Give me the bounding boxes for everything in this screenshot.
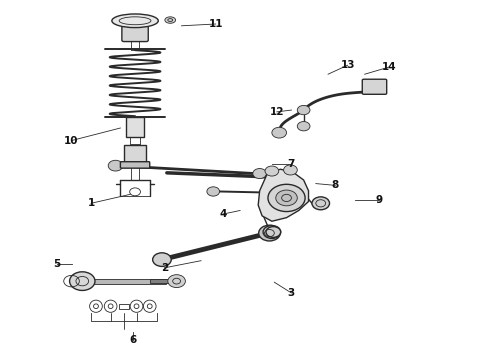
Circle shape (70, 272, 95, 291)
Circle shape (368, 82, 380, 91)
Circle shape (168, 275, 185, 288)
Circle shape (253, 168, 267, 179)
Text: 8: 8 (332, 180, 339, 190)
Text: 4: 4 (220, 209, 227, 219)
Text: 7: 7 (288, 159, 295, 169)
Circle shape (207, 187, 220, 196)
FancyBboxPatch shape (362, 79, 387, 94)
Text: 2: 2 (161, 263, 168, 273)
Text: 13: 13 (341, 60, 355, 70)
FancyBboxPatch shape (82, 279, 166, 284)
Circle shape (312, 197, 330, 210)
Ellipse shape (112, 14, 158, 28)
Circle shape (263, 226, 281, 238)
Circle shape (108, 160, 123, 171)
Bar (119, 304, 129, 309)
Ellipse shape (165, 17, 175, 23)
Circle shape (284, 165, 297, 175)
FancyBboxPatch shape (122, 22, 148, 41)
Polygon shape (258, 169, 309, 221)
Text: 5: 5 (53, 259, 60, 269)
Text: 6: 6 (129, 334, 136, 345)
Text: 11: 11 (208, 19, 223, 29)
Circle shape (153, 253, 171, 266)
Circle shape (276, 190, 297, 206)
Text: 9: 9 (376, 195, 383, 205)
FancyBboxPatch shape (121, 162, 150, 168)
FancyBboxPatch shape (126, 117, 144, 137)
Circle shape (265, 166, 279, 176)
FancyBboxPatch shape (150, 279, 176, 283)
Circle shape (272, 127, 287, 138)
Circle shape (297, 122, 310, 131)
FancyBboxPatch shape (124, 145, 146, 166)
Circle shape (266, 226, 281, 237)
Text: 12: 12 (270, 107, 284, 117)
Text: 3: 3 (288, 288, 295, 298)
Circle shape (259, 225, 280, 241)
Text: 10: 10 (64, 136, 79, 145)
Text: 14: 14 (382, 62, 396, 72)
Text: 1: 1 (87, 198, 95, 208)
Circle shape (268, 184, 305, 212)
Circle shape (297, 105, 310, 115)
